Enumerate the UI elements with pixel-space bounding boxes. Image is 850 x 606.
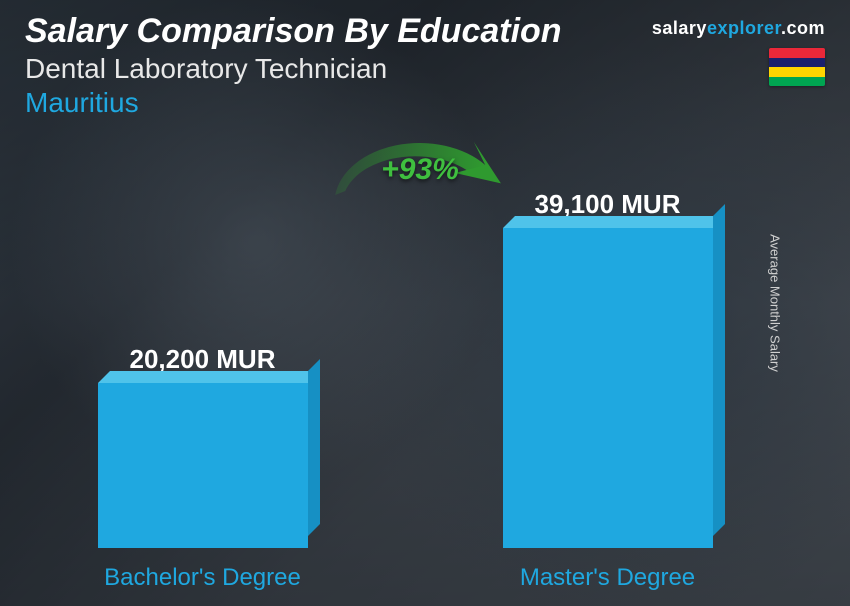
flag-stripe xyxy=(769,58,825,68)
infographic-container: Salary Comparison By Education Dental La… xyxy=(0,0,850,606)
title-block: Salary Comparison By Education Dental La… xyxy=(25,12,562,119)
page-subtitle: Dental Laboratory Technician xyxy=(25,53,562,85)
bar-front-face xyxy=(98,383,308,548)
bar-3d xyxy=(98,383,308,548)
flag-icon xyxy=(769,48,825,86)
flag-stripe xyxy=(769,67,825,77)
bar-category-label: Bachelor's Degree xyxy=(43,564,363,592)
bar-group: 39,100 MUR xyxy=(448,189,768,548)
labels-row: Bachelor's Degree Master's Degree xyxy=(0,564,810,592)
brand-logo: salaryexplorer.com xyxy=(652,18,825,39)
increase-badge: +93% xyxy=(381,153,459,187)
brand-suffix: .com xyxy=(781,18,825,38)
brand-part1: salary xyxy=(652,18,707,38)
increase-percent: +93% xyxy=(381,153,459,187)
page-title: Salary Comparison By Education xyxy=(25,12,562,51)
bar-3d xyxy=(503,228,713,548)
bar-top-face xyxy=(503,216,725,228)
bar-category-label: Master's Degree xyxy=(448,564,768,592)
flag-stripe xyxy=(769,77,825,87)
bar-group: 20,200 MUR xyxy=(43,344,363,548)
flag-stripe xyxy=(769,48,825,58)
bar-side-face xyxy=(308,359,320,536)
bar-top-face xyxy=(98,371,320,383)
bar-front-face xyxy=(503,228,713,548)
brand-part2: explorer xyxy=(707,18,781,38)
bar-side-face xyxy=(713,204,725,536)
